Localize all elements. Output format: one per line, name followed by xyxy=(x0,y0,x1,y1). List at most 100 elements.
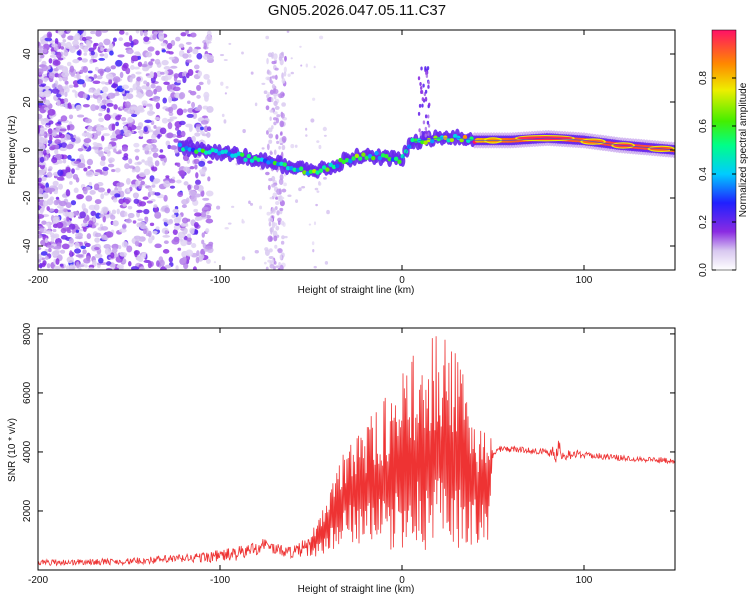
noise-speckle xyxy=(194,212,202,217)
noise-speckle xyxy=(135,71,142,75)
noise-speckle-sparse xyxy=(241,256,246,261)
noise-speckle xyxy=(192,266,197,270)
noise-speckle xyxy=(90,50,95,56)
spike-speckle xyxy=(420,86,423,91)
spike-speckle xyxy=(422,120,426,125)
noise-speckle xyxy=(151,139,158,144)
noise-speckle xyxy=(206,105,214,113)
noise-speckle xyxy=(182,53,189,59)
snr-xtick-label: -100 xyxy=(210,575,230,586)
noise-speckle xyxy=(163,81,170,85)
noise-speckle xyxy=(140,180,146,186)
noise-speckle xyxy=(143,126,148,133)
noise-speckle xyxy=(146,200,153,204)
ridge-core xyxy=(213,148,219,154)
noise-speckle xyxy=(65,144,73,150)
noise-speckle xyxy=(164,70,169,75)
noise-speckle xyxy=(49,232,55,237)
noise-speckle xyxy=(159,71,166,75)
noise-speckle xyxy=(107,143,113,150)
noise-speckle xyxy=(138,177,143,182)
noise-speckle xyxy=(84,36,93,40)
noise-speckle xyxy=(59,249,66,254)
spike-speckle xyxy=(424,66,427,71)
noise-speckle xyxy=(165,140,171,147)
noise-speckle xyxy=(83,45,89,53)
noise-speckle xyxy=(145,89,154,97)
noise-speckle-sparse xyxy=(223,58,228,61)
noise-speckle xyxy=(59,263,64,267)
noise-speckle xyxy=(95,212,102,219)
noise-speckle xyxy=(81,58,88,63)
noise-speckle xyxy=(81,132,87,137)
noise-speckle xyxy=(125,67,131,75)
noise-speckle xyxy=(176,162,181,168)
noise-speckle xyxy=(64,84,69,89)
noise-speckle xyxy=(164,264,172,269)
noise-band-speckle xyxy=(281,188,287,193)
noise-speckle xyxy=(79,211,86,219)
noise-band-speckle xyxy=(271,97,274,103)
noise-speckle xyxy=(100,234,108,240)
noise-speckle xyxy=(97,97,101,104)
noise-speckle xyxy=(203,73,210,80)
noise-speckle xyxy=(138,201,147,207)
noise-speckle xyxy=(155,102,161,110)
noise-speckle xyxy=(38,91,44,97)
noise-speckle xyxy=(192,48,199,55)
noise-speckle xyxy=(38,217,41,224)
colorbar-label: Normalized spectral amplitude xyxy=(738,82,749,217)
ridge-core xyxy=(449,137,455,143)
noise-speckle xyxy=(40,251,48,256)
noise-speckle xyxy=(122,156,129,161)
noise-speckle xyxy=(139,129,144,138)
noise-speckle xyxy=(119,252,128,257)
noise-speckle xyxy=(75,104,82,111)
noise-speckle xyxy=(135,179,141,187)
ridge-core xyxy=(384,154,389,159)
noise-speckle xyxy=(133,66,140,70)
noise-speckle xyxy=(82,249,87,255)
noise-speckle xyxy=(76,114,85,118)
noise-speckle xyxy=(198,81,204,86)
noise-speckle xyxy=(68,237,74,244)
noise-speckle xyxy=(57,121,62,125)
noise-speckle xyxy=(180,223,187,227)
noise-speckle xyxy=(98,42,104,49)
noise-speckle xyxy=(171,176,176,181)
noise-band-speckle xyxy=(281,72,284,80)
noise-speckle xyxy=(85,40,90,47)
spike-speckle xyxy=(428,102,431,107)
snr-frame xyxy=(37,327,676,571)
noise-speckle xyxy=(57,84,63,90)
noise-speckle xyxy=(44,194,49,199)
noise-speckle xyxy=(88,181,92,187)
noise-speckle xyxy=(99,160,106,167)
ridge-core xyxy=(230,153,235,158)
noise-speckle xyxy=(205,218,214,224)
noise-speckle xyxy=(166,42,173,50)
noise-speckle xyxy=(155,85,162,93)
noise-speckle xyxy=(67,154,72,160)
noise-speckle xyxy=(194,107,202,111)
noise-speckle-sparse xyxy=(261,147,265,150)
noise-speckle-sparse xyxy=(223,119,227,124)
noise-speckle xyxy=(39,136,45,142)
noise-speckle-sparse xyxy=(298,187,302,192)
noise-speckle xyxy=(74,32,81,40)
noise-speckle xyxy=(54,139,61,145)
noise-speckle xyxy=(205,190,214,197)
noise-speckle xyxy=(43,107,49,111)
noise-speckle xyxy=(41,220,47,225)
noise-speckle xyxy=(155,50,160,56)
noise-speckle xyxy=(58,183,63,190)
noise-speckle xyxy=(38,51,42,54)
noise-speckle xyxy=(92,215,97,223)
noise-speckle xyxy=(107,92,116,99)
spike-speckle xyxy=(426,120,430,125)
noise-speckle xyxy=(70,200,77,206)
noise-speckle xyxy=(141,100,148,106)
noise-speckle xyxy=(65,172,73,179)
noise-band-speckle xyxy=(274,261,277,265)
noise-speckle xyxy=(76,193,84,200)
